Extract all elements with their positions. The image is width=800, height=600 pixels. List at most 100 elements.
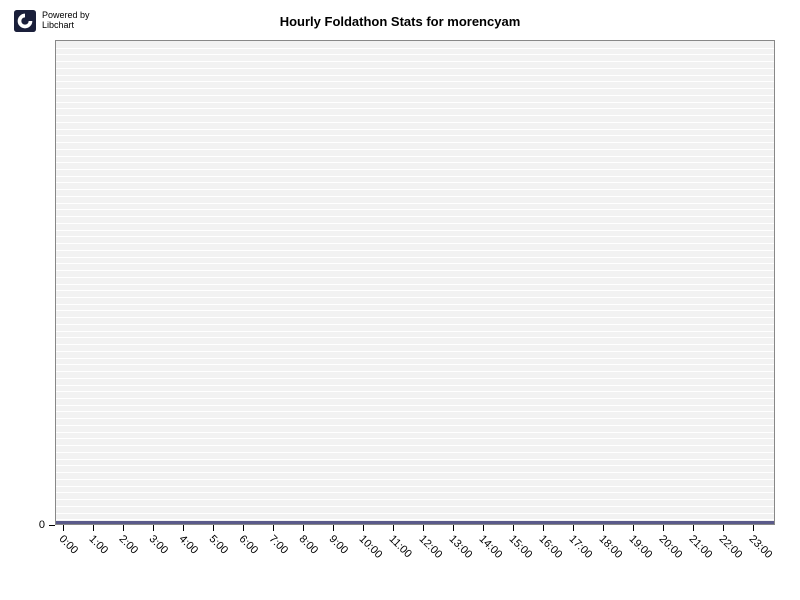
gridline <box>56 230 774 231</box>
gridline <box>56 75 774 76</box>
gridline <box>56 337 774 338</box>
x-tick-mark <box>93 525 94 531</box>
gridline <box>56 398 774 399</box>
x-tick-mark <box>333 525 334 531</box>
x-tick-label: 15:00 <box>506 533 534 561</box>
y-tick-mark <box>49 525 55 526</box>
gridline <box>56 331 774 332</box>
gridline <box>56 122 774 123</box>
x-tick-label: 7:00 <box>266 533 290 557</box>
x-tick-mark <box>183 525 184 531</box>
gridline <box>56 486 774 487</box>
x-tick-label: 13:00 <box>446 533 474 561</box>
gridline <box>56 411 774 412</box>
gridline <box>56 506 774 507</box>
gridline <box>56 48 774 49</box>
x-tick-mark <box>573 525 574 531</box>
gridline <box>56 135 774 136</box>
gridline <box>56 102 774 103</box>
x-tick-mark <box>213 525 214 531</box>
plot-area <box>55 40 775 525</box>
gridline <box>56 479 774 480</box>
gridline <box>56 277 774 278</box>
gridline <box>56 263 774 264</box>
x-tick-label: 11:00 <box>386 533 413 560</box>
gridline <box>56 438 774 439</box>
x-tick-label: 16:00 <box>536 533 564 561</box>
gridline <box>56 425 774 426</box>
x-tick-label: 21:00 <box>686 533 714 561</box>
x-tick-mark <box>243 525 244 531</box>
gridline <box>56 378 774 379</box>
gridline <box>56 452 774 453</box>
x-tick-mark <box>393 525 394 531</box>
gridline <box>56 203 774 204</box>
x-tick-label: 9:00 <box>326 533 350 557</box>
baseline-bar <box>56 521 774 524</box>
gridline <box>56 243 774 244</box>
gridline <box>56 182 774 183</box>
gridline <box>56 176 774 177</box>
x-tick-label: 23:00 <box>746 533 774 561</box>
gridline <box>56 149 774 150</box>
x-tick-label: 14:00 <box>476 533 504 561</box>
x-tick-mark <box>363 525 364 531</box>
x-tick-mark <box>633 525 634 531</box>
x-tick-label: 10:00 <box>356 533 384 561</box>
gridline <box>56 310 774 311</box>
x-tick-mark <box>453 525 454 531</box>
x-tick-mark <box>63 525 64 531</box>
gridline <box>56 304 774 305</box>
x-tick-mark <box>603 525 604 531</box>
x-tick-mark <box>123 525 124 531</box>
gridline <box>56 156 774 157</box>
x-tick-mark <box>513 525 514 531</box>
x-tick-label: 20:00 <box>656 533 684 561</box>
gridline <box>56 196 774 197</box>
gridline <box>56 142 774 143</box>
gridline <box>56 290 774 291</box>
gridline <box>56 499 774 500</box>
gridline <box>56 169 774 170</box>
x-tick-label: 2:00 <box>116 533 140 557</box>
gridline <box>56 61 774 62</box>
x-tick-mark <box>273 525 274 531</box>
gridlines <box>56 41 774 524</box>
x-tick-label: 12:00 <box>416 533 444 561</box>
gridline <box>56 351 774 352</box>
x-tick-mark <box>723 525 724 531</box>
x-tick-mark <box>543 525 544 531</box>
gridline <box>56 162 774 163</box>
chart-title: Hourly Foldathon Stats for morencyam <box>0 14 800 29</box>
gridline <box>56 513 774 514</box>
gridline <box>56 297 774 298</box>
gridline <box>56 344 774 345</box>
x-tick-label: 5:00 <box>206 533 230 557</box>
gridline <box>56 270 774 271</box>
gridline <box>56 324 774 325</box>
gridline <box>56 492 774 493</box>
x-tick-mark <box>423 525 424 531</box>
gridline <box>56 364 774 365</box>
gridline <box>56 465 774 466</box>
x-tick-label: 1:00 <box>86 533 110 557</box>
x-tick-mark <box>153 525 154 531</box>
x-tick-label: 4:00 <box>176 533 200 557</box>
gridline <box>56 459 774 460</box>
gridline <box>56 472 774 473</box>
gridline <box>56 317 774 318</box>
gridline <box>56 223 774 224</box>
gridline <box>56 391 774 392</box>
gridline <box>56 54 774 55</box>
y-tick-label: 0 <box>0 519 45 531</box>
gridline <box>56 129 774 130</box>
gridline <box>56 371 774 372</box>
x-tick-mark <box>303 525 304 531</box>
x-tick-label: 3:00 <box>146 533 170 557</box>
gridline <box>56 405 774 406</box>
gridline <box>56 385 774 386</box>
gridline <box>56 115 774 116</box>
x-tick-label: 17:00 <box>566 533 594 561</box>
x-tick-label: 19:00 <box>626 533 654 561</box>
gridline <box>56 250 774 251</box>
